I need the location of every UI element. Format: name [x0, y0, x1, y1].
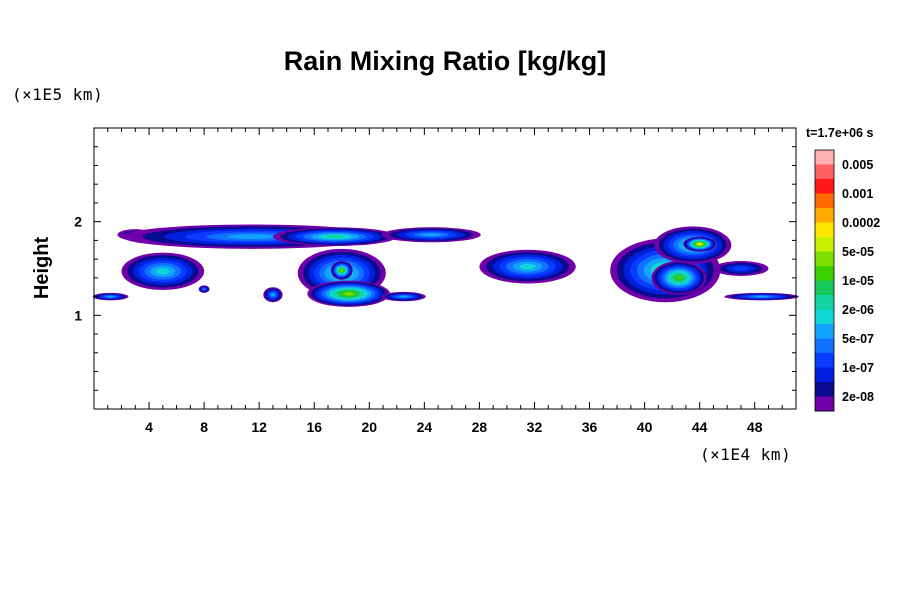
colorbar: 0.005 0.001 0.0002 5e-05 1e-05 2e-06 5e-07 1e-0…	[814, 149, 880, 412]
contour-region	[92, 292, 129, 301]
contour-region	[272, 227, 397, 247]
colorbar-swatch	[815, 164, 834, 180]
contour-level	[519, 263, 536, 270]
contour-region	[121, 252, 205, 291]
contour-region	[381, 291, 426, 302]
colorbar-swatch	[815, 367, 834, 383]
contour-region	[198, 285, 210, 293]
contour-level	[226, 234, 278, 240]
contour-layer	[92, 224, 799, 307]
colorbar-swatch	[815, 382, 834, 397]
colorbar-swatch	[815, 251, 834, 267]
colorbar-swatch	[815, 338, 834, 354]
colorbar-swatch	[815, 222, 834, 238]
contour-level	[271, 293, 275, 297]
contour-region	[330, 261, 353, 280]
contour-region	[263, 287, 283, 303]
colorbar-swatch	[815, 193, 834, 209]
colorbar-swatch	[815, 324, 834, 339]
x-tick-label: 24	[417, 419, 433, 435]
colorbar-label: 1e-07	[842, 361, 874, 375]
chart-title: Rain Mixing Ratio [kg/kg]	[283, 46, 607, 76]
colorbar-label: 0.005	[842, 158, 873, 172]
x-tick-label: 32	[527, 419, 543, 435]
colorbar-swatch	[815, 396, 834, 412]
x-tick-label: 48	[747, 419, 763, 435]
colorbar-swatch	[815, 237, 834, 252]
contour-level	[399, 295, 408, 298]
colorbar-label: 5e-07	[842, 332, 874, 346]
contour-level	[340, 269, 343, 272]
x-tick-label: 28	[472, 419, 488, 435]
contour-level	[754, 295, 769, 298]
colorbar-label: 2e-06	[842, 303, 874, 317]
colorbar-border	[814, 149, 835, 412]
contour-region	[713, 261, 769, 276]
contour-level	[325, 235, 344, 239]
y-axis-scale-label: (×1E5 km)	[12, 85, 104, 104]
colorbar-swatch	[815, 280, 834, 296]
colorbar-swatch	[815, 353, 834, 368]
contour-level	[698, 243, 702, 246]
x-tick-label: 40	[637, 419, 653, 435]
contour-region	[381, 227, 481, 243]
contour-level	[155, 268, 170, 275]
y-tick-label: 1	[74, 307, 82, 323]
contour-region	[479, 249, 576, 284]
contour-region	[651, 261, 707, 295]
contour-region	[724, 292, 799, 301]
x-tick-label: 16	[306, 419, 322, 435]
colorbar-label: 1e-05	[842, 274, 874, 288]
x-tick-label: 36	[582, 419, 598, 435]
contour-region	[683, 236, 717, 252]
x-tick-label: 8	[200, 419, 208, 435]
y-axis-label: Height	[31, 237, 53, 300]
colorbar-swatch	[815, 295, 834, 310]
contour-level	[107, 295, 114, 298]
x-tick-label: 12	[251, 419, 267, 435]
x-tick-label: 4	[145, 419, 153, 435]
x-tick-label: 44	[692, 419, 708, 435]
colorbar-label: 0.001	[842, 187, 873, 201]
contour-level	[733, 266, 749, 271]
colorbar-swatch	[815, 179, 834, 194]
plot-frame	[93, 127, 797, 410]
contour-level	[421, 233, 441, 237]
contour-region	[307, 280, 390, 307]
colorbar-label: 5e-05	[842, 245, 874, 259]
contour-level	[202, 288, 206, 291]
contour-level	[675, 275, 683, 280]
colorbar-label: 0.0002	[842, 216, 880, 230]
y-tick-label: 2	[74, 214, 82, 230]
contour-level	[344, 292, 354, 296]
colorbar-label: 2e-08	[842, 390, 874, 404]
colorbar-swatch	[815, 309, 834, 325]
colorbar-swatch	[815, 266, 834, 281]
time-label: t=1.7e+06 s	[806, 126, 874, 140]
colorbar-swatch	[815, 150, 834, 165]
colorbar-swatch	[815, 208, 834, 223]
x-tick-label: 20	[362, 419, 378, 435]
x-axis-scale-label: (×1E4 km)	[700, 445, 792, 464]
